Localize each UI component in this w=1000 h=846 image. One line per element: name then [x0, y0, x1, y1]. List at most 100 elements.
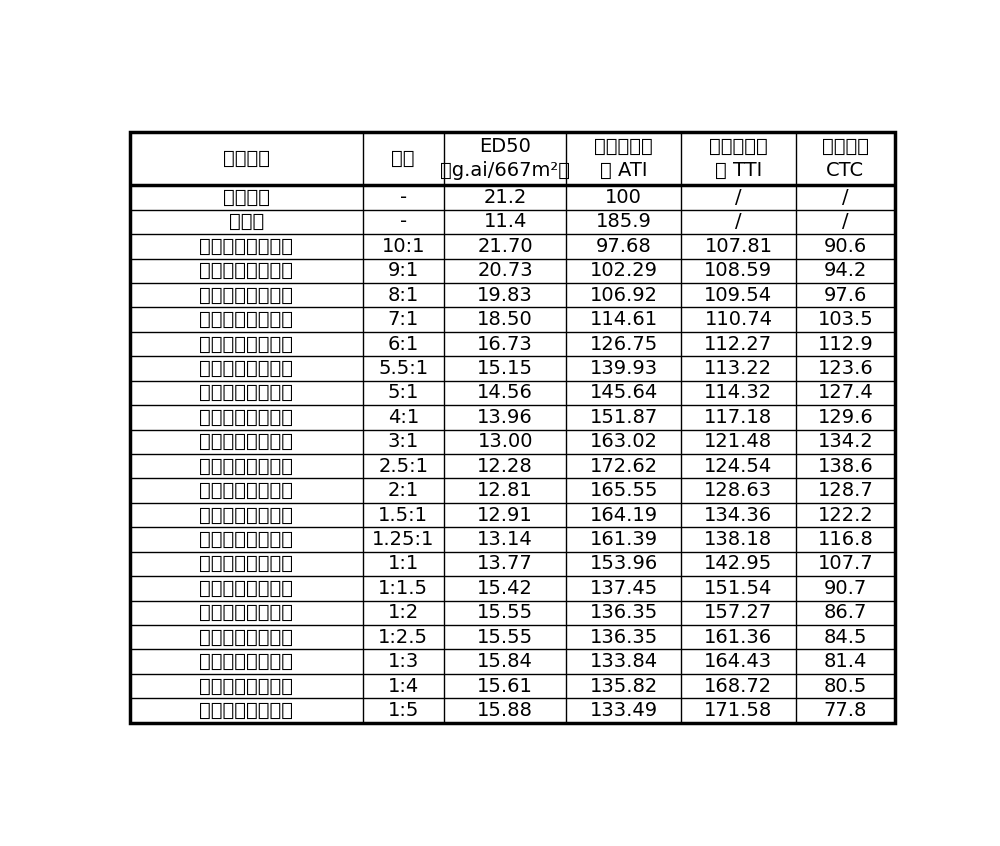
Text: 84.5: 84.5 — [824, 628, 867, 646]
Text: 二甲戊灵：噁草酮: 二甲戊灵：噁草酮 — [199, 579, 293, 598]
Text: 163.02: 163.02 — [590, 432, 658, 451]
Text: 理论毒力指
数 TTI: 理论毒力指 数 TTI — [709, 137, 768, 179]
Text: 86.7: 86.7 — [824, 603, 867, 622]
Text: 94.2: 94.2 — [824, 261, 867, 280]
Text: 97.68: 97.68 — [596, 237, 652, 255]
Text: 90.6: 90.6 — [824, 237, 867, 255]
Text: 110.74: 110.74 — [704, 310, 772, 329]
Text: 168.72: 168.72 — [704, 677, 772, 695]
Text: ED50: ED50 — [479, 137, 531, 157]
Text: 122.2: 122.2 — [817, 506, 873, 525]
Text: 实测毒力指
数 ATI: 实测毒力指 数 ATI — [594, 137, 653, 179]
Text: 15.84: 15.84 — [477, 652, 533, 671]
Text: 102.29: 102.29 — [590, 261, 658, 280]
Text: 8:1: 8:1 — [388, 286, 419, 305]
Text: 二甲戊灵：噁草酮: 二甲戊灵：噁草酮 — [199, 383, 293, 403]
Text: 151.54: 151.54 — [704, 579, 773, 598]
Text: 185.9: 185.9 — [596, 212, 652, 231]
Text: 15.15: 15.15 — [477, 359, 533, 378]
Text: 114.61: 114.61 — [590, 310, 658, 329]
Text: 112.27: 112.27 — [704, 334, 772, 354]
Text: 5.5:1: 5.5:1 — [378, 359, 428, 378]
Text: 2.5:1: 2.5:1 — [378, 457, 428, 475]
Text: 97.6: 97.6 — [824, 286, 867, 305]
Text: 二甲戊灵: 二甲戊灵 — [223, 188, 270, 207]
Text: /: / — [735, 188, 742, 207]
Text: 7:1: 7:1 — [388, 310, 419, 329]
Text: 12.28: 12.28 — [477, 457, 533, 475]
Text: 二甲戊灵：噁草酮: 二甲戊灵：噁草酮 — [199, 554, 293, 574]
Text: 109.54: 109.54 — [704, 286, 772, 305]
Text: 128.7: 128.7 — [817, 481, 873, 500]
Text: 二甲戊灵：噁草酮: 二甲戊灵：噁草酮 — [199, 506, 293, 525]
Text: 164.19: 164.19 — [590, 506, 658, 525]
Text: 124.54: 124.54 — [704, 457, 773, 475]
Text: 108.59: 108.59 — [704, 261, 772, 280]
Text: 129.6: 129.6 — [817, 408, 873, 426]
Text: 11.4: 11.4 — [483, 212, 527, 231]
Text: 12.91: 12.91 — [477, 506, 533, 525]
Text: （g.ai/667m²）: （g.ai/667m²） — [440, 161, 570, 179]
Text: 133.49: 133.49 — [590, 701, 658, 720]
Text: 172.62: 172.62 — [590, 457, 658, 475]
Text: 1:4: 1:4 — [388, 677, 419, 695]
Text: 二甲戊灵：噁草酮: 二甲戊灵：噁草酮 — [199, 237, 293, 255]
Text: 1:2: 1:2 — [388, 603, 419, 622]
Text: 128.63: 128.63 — [704, 481, 772, 500]
Text: 二甲戊灵：噁草酮: 二甲戊灵：噁草酮 — [199, 652, 293, 671]
Text: 二甲戊灵：噁草酮: 二甲戊灵：噁草酮 — [199, 628, 293, 646]
Text: 123.6: 123.6 — [817, 359, 873, 378]
Text: 1:1: 1:1 — [388, 554, 419, 574]
Text: /: / — [842, 212, 849, 231]
Text: 3:1: 3:1 — [388, 432, 419, 451]
Text: 20.73: 20.73 — [477, 261, 533, 280]
Text: 19.83: 19.83 — [477, 286, 533, 305]
Text: 136.35: 136.35 — [590, 603, 658, 622]
Text: 二甲戊灵：噁草酮: 二甲戊灵：噁草酮 — [199, 286, 293, 305]
Text: 13.96: 13.96 — [477, 408, 533, 426]
Text: 10:1: 10:1 — [381, 237, 425, 255]
Text: 121.48: 121.48 — [704, 432, 772, 451]
Text: -: - — [400, 188, 407, 207]
Text: 114.32: 114.32 — [704, 383, 772, 403]
Text: 1:3: 1:3 — [388, 652, 419, 671]
Text: 145.64: 145.64 — [590, 383, 658, 403]
Text: 100: 100 — [605, 188, 642, 207]
Text: 153.96: 153.96 — [590, 554, 658, 574]
Text: 161.39: 161.39 — [590, 530, 658, 549]
Text: 2:1: 2:1 — [388, 481, 419, 500]
Text: 21.2: 21.2 — [483, 188, 527, 207]
Text: 供试药剂: 供试药剂 — [223, 149, 270, 168]
Text: 127.4: 127.4 — [817, 383, 873, 403]
Text: 142.95: 142.95 — [704, 554, 773, 574]
Text: 二甲戊灵：噁草酮: 二甲戊灵：噁草酮 — [199, 530, 293, 549]
Text: 1.25:1: 1.25:1 — [372, 530, 434, 549]
Text: 16.73: 16.73 — [477, 334, 533, 354]
Text: 134.36: 134.36 — [704, 506, 772, 525]
Text: 116.8: 116.8 — [817, 530, 873, 549]
Text: 13.14: 13.14 — [477, 530, 533, 549]
Text: 164.43: 164.43 — [704, 652, 772, 671]
Text: 106.92: 106.92 — [590, 286, 658, 305]
Text: 117.18: 117.18 — [704, 408, 772, 426]
Text: 13.00: 13.00 — [477, 432, 533, 451]
Text: 135.82: 135.82 — [590, 677, 658, 695]
Text: 138.6: 138.6 — [817, 457, 873, 475]
Text: 1:2.5: 1:2.5 — [378, 628, 428, 646]
Text: 二甲戊灵：噁草酮: 二甲戊灵：噁草酮 — [199, 261, 293, 280]
Text: 15.55: 15.55 — [477, 628, 533, 646]
Text: 15.55: 15.55 — [477, 603, 533, 622]
Text: 二甲戊灵：噁草酮: 二甲戊灵：噁草酮 — [199, 432, 293, 451]
Text: 12.81: 12.81 — [477, 481, 533, 500]
Text: 1:1.5: 1:1.5 — [378, 579, 428, 598]
Text: 133.84: 133.84 — [590, 652, 658, 671]
Text: 9:1: 9:1 — [388, 261, 419, 280]
Text: 15.42: 15.42 — [477, 579, 533, 598]
Text: 二甲戊灵：噁草酮: 二甲戊灵：噁草酮 — [199, 677, 293, 695]
Text: 107.7: 107.7 — [818, 554, 873, 574]
Text: 112.9: 112.9 — [817, 334, 873, 354]
Text: 共毒系数
CTC: 共毒系数 CTC — [822, 137, 869, 179]
Text: 138.18: 138.18 — [704, 530, 772, 549]
Text: 81.4: 81.4 — [824, 652, 867, 671]
Text: 二甲戊灵：噁草酮: 二甲戊灵：噁草酮 — [199, 334, 293, 354]
